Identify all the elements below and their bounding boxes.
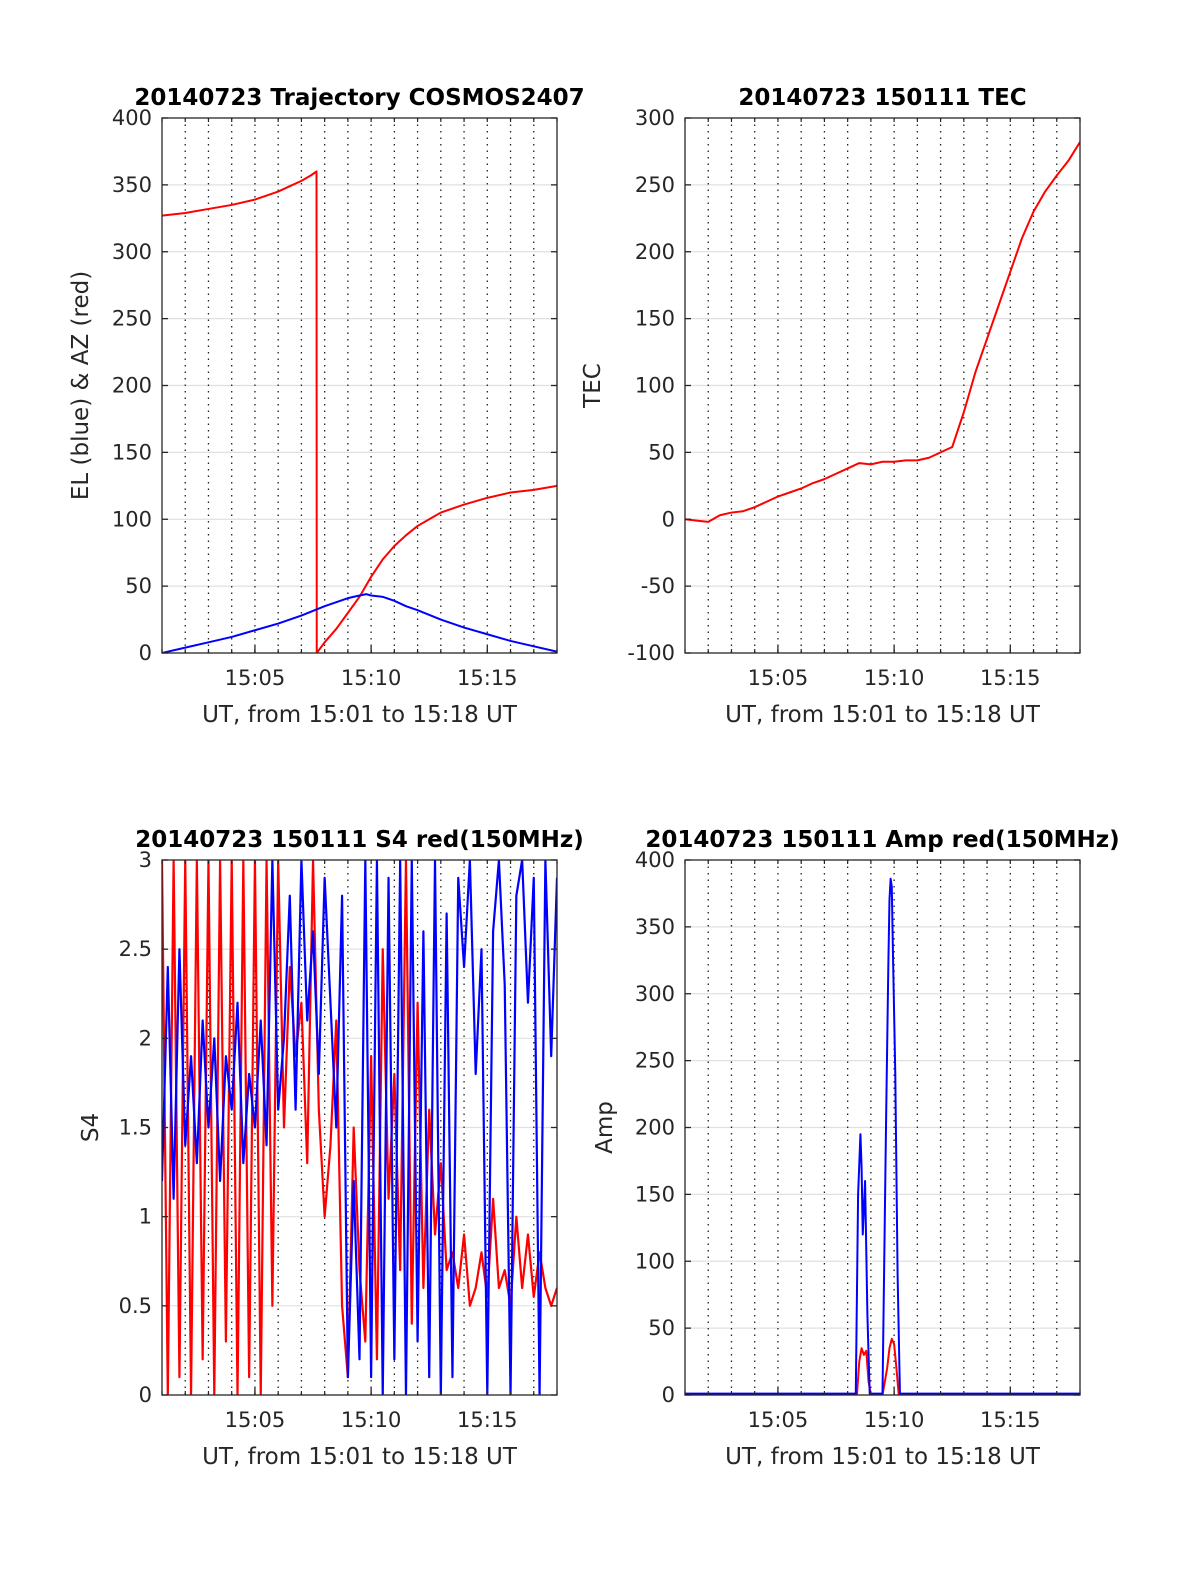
x-tick-label: 15:15: [457, 1408, 518, 1432]
x-tick-label: 15:10: [341, 666, 402, 690]
y-axis-label: Amp: [592, 1101, 618, 1154]
y-tick-label: 300: [635, 106, 675, 130]
y-tick-label: 250: [635, 173, 675, 197]
y-tick-label: 200: [635, 1116, 675, 1140]
x-tick-label: 15:05: [748, 666, 809, 690]
y-tick-label: 1.5: [119, 1116, 152, 1140]
y-tick-label: 400: [635, 848, 675, 872]
x-tick-label: 15:15: [457, 666, 518, 690]
x-tick-label: 15:15: [980, 1408, 1041, 1432]
series-line-1: [162, 170, 557, 653]
y-tick-label: 350: [635, 915, 675, 939]
series-line-2: [162, 860, 557, 1395]
x-tick-label: 15:10: [341, 1408, 402, 1432]
panel-trajectory: 0 50 100 150 200 250 300 350 400 15:05 15:10 15:15 U…: [68, 85, 585, 728]
chart-title: 20140723 150111 S4 red(150MHz): [135, 827, 584, 853]
y-axis-label: TEC: [580, 363, 606, 409]
y-tick-label: 0.5: [119, 1294, 152, 1318]
chart-title: 20140723 Trajectory COSMOS2407: [134, 85, 584, 111]
x-tick-label: 15:05: [225, 1408, 286, 1432]
y-tick-label: 200: [635, 240, 675, 264]
y-tick-label: -50: [641, 574, 675, 598]
y-tick-label: -100: [627, 641, 675, 665]
y-tick-label: 150: [635, 307, 675, 331]
x-tick-label: 15:10: [864, 666, 925, 690]
x-tick-label: 15:10: [864, 1408, 925, 1432]
y-tick-label: 250: [635, 1049, 675, 1073]
x-tick-label: 15:05: [748, 1408, 809, 1432]
y-tick-label: 0: [662, 1383, 675, 1407]
panel-tec: -100 -50 0 50 100 150 200 250 300 15:05 15:10 15:15…: [580, 85, 1081, 728]
y-tick-label: 2.5: [119, 937, 152, 961]
y-tick-label: 1: [139, 1205, 152, 1229]
y-tick-label: 250: [112, 307, 152, 331]
y-tick-label: 350: [112, 173, 152, 197]
x-axis-label: UT, from 15:01 to 15:18 UT: [202, 1444, 518, 1470]
series-line-1: [685, 1337, 1080, 1395]
series-line-2: [162, 593, 557, 653]
y-tick-label: 100: [112, 507, 152, 531]
y-tick-label: 200: [112, 374, 152, 398]
y-tick-label: 3: [139, 848, 152, 872]
y-axis-label: S4: [78, 1113, 104, 1142]
y-tick-label: 300: [112, 240, 152, 264]
series-line-1: [685, 141, 1080, 523]
series-line-2: [685, 877, 1080, 1395]
y-tick-label: 100: [635, 1249, 675, 1273]
y-tick-label: 150: [635, 1182, 675, 1206]
y-tick-label: 0: [139, 1383, 152, 1407]
y-tick-label: 150: [112, 440, 152, 464]
panel-s4: 0 0.5 1 1.5 2 2.5 3 15:05 15:10 15:15 UT, from 15:…: [78, 827, 584, 1470]
x-axis-label: UT, from 15:01 to 15:18 UT: [725, 1444, 1041, 1470]
x-tick-label: 15:15: [980, 666, 1041, 690]
x-axis-label: UT, from 15:01 to 15:18 UT: [202, 702, 518, 728]
x-axis-label: UT, from 15:01 to 15:18 UT: [725, 702, 1041, 728]
y-tick-label: 50: [648, 1316, 675, 1340]
y-tick-label: 300: [635, 982, 675, 1006]
y-tick-label: 50: [125, 574, 152, 598]
y-axis-label: EL (blue) & AZ (red): [68, 271, 94, 500]
y-tick-label: 0: [662, 507, 675, 531]
chart-title: 20140723 150111 Amp red(150MHz): [645, 827, 1119, 853]
y-tick-label: 400: [112, 106, 152, 130]
y-tick-label: 100: [635, 374, 675, 398]
y-tick-label: 2: [139, 1026, 152, 1050]
y-tick-label: 50: [648, 440, 675, 464]
y-tick-label: 0: [139, 641, 152, 665]
panel-amp: 0 50 100 150 200 250 300 350 400 15:05 15:10 15:15 U…: [592, 827, 1120, 1470]
chart-title: 20140723 150111 TEC: [738, 85, 1026, 111]
x-tick-label: 15:05: [225, 666, 286, 690]
